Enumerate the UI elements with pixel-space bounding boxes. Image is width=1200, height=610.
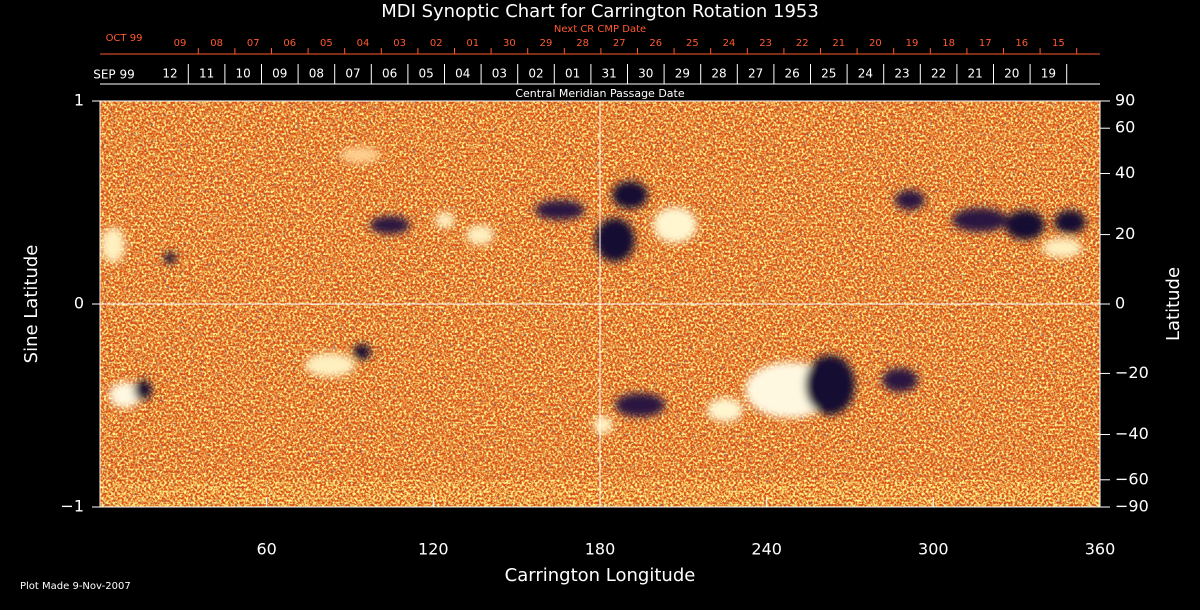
cmp-date: 21 [968,67,983,81]
x-tick-label: 240 [751,540,782,559]
next-cr-date: 24 [723,38,736,49]
cmp-date: 12 [162,67,177,81]
x-tick-label: 180 [585,540,616,559]
next-cr-date: 16 [1015,38,1028,49]
next-cr-date: 02 [430,38,443,49]
cmp-date: 04 [455,67,470,81]
cmp-date: 05 [419,67,434,81]
y-tick-label: 0 [74,294,84,313]
cmp-date: 31 [602,67,617,81]
y-tick-label: −1 [60,497,84,516]
next-cr-date: 18 [942,38,955,49]
cmp-date: 06 [382,67,397,81]
y2-axis-label: Latitude [1163,267,1184,341]
y-axis-label: Sine Latitude [21,245,42,364]
footer: Plot Made 9-Nov-2007 [20,581,131,592]
cmp-date: 07 [345,67,360,81]
cmp-date: 03 [492,67,507,81]
cmp-date: 24 [858,67,873,81]
cmp-date: 08 [309,67,324,81]
y2-tick-label: −90 [1115,497,1149,516]
cmp-date: 25 [821,67,836,81]
next-cr-start: OCT 99 [106,33,143,44]
next-cr-date: 04 [357,38,370,49]
chart-title: MDI Synoptic Chart for Carrington Rotati… [381,1,819,22]
y2-tick-label: 0 [1115,294,1125,313]
y2-tick-label: 90 [1115,91,1135,110]
cmp-date: 01 [565,67,580,81]
cmp-date: 20 [1004,67,1019,81]
next-cr-label: Next CR CMP Date [554,24,646,35]
next-cr-date: 27 [613,38,626,49]
next-cr-date: 09 [174,38,187,49]
next-cr-date: 19 [906,38,919,49]
next-cr-date: 15 [1052,38,1065,49]
next-cr-date: 29 [540,38,553,49]
next-cr-date: 07 [247,38,260,49]
y2-tick-label: 40 [1115,163,1135,182]
next-cr-date: 06 [283,38,296,49]
cmp-date: 22 [931,67,946,81]
next-cr-date: 17 [979,38,992,49]
cmp-date: 30 [638,67,653,81]
cmp-date: 28 [711,67,726,81]
x-tick-label: 60 [256,540,276,559]
y-tick-label: 1 [74,91,84,110]
cmp-date: 02 [528,67,543,81]
cmp-date: 11 [199,67,214,81]
x-tick-label: 360 [1085,540,1116,559]
x-tick-label: 120 [418,540,449,559]
next-cr-date: 03 [393,38,406,49]
x-tick-label: 300 [918,540,949,559]
y2-tick-label: 20 [1115,224,1135,243]
next-cr-date: 26 [649,38,662,49]
next-cr-date: 30 [503,38,516,49]
y2-tick-label: −60 [1115,469,1149,488]
cmp-start: SEP 99 [93,68,135,82]
cmp-label: Central Meridian Passage Date [515,87,684,100]
y2-tick-label: −40 [1115,424,1149,443]
next-cr-date: 01 [466,38,479,49]
cmp-date: 27 [748,67,763,81]
next-cr-date: 25 [686,38,699,49]
cmp-date: 09 [272,67,287,81]
next-cr-date: 08 [210,38,223,49]
x-axis-label: Carrington Longitude [505,565,696,586]
next-cr-date: 21 [832,38,845,49]
cmp-date: 26 [785,67,800,81]
y2-tick-label: −20 [1115,363,1149,382]
cmp-date: 10 [236,67,251,81]
y2-tick-label: 60 [1115,118,1135,137]
next-cr-date: 23 [759,38,772,49]
next-cr-date: 20 [869,38,882,49]
cmp-date: 29 [675,67,690,81]
next-cr-date: 28 [576,38,589,49]
next-cr-date: 22 [796,38,809,49]
cmp-date: 19 [1041,67,1056,81]
next-cr-date: 05 [320,38,333,49]
cmp-date: 23 [894,67,909,81]
